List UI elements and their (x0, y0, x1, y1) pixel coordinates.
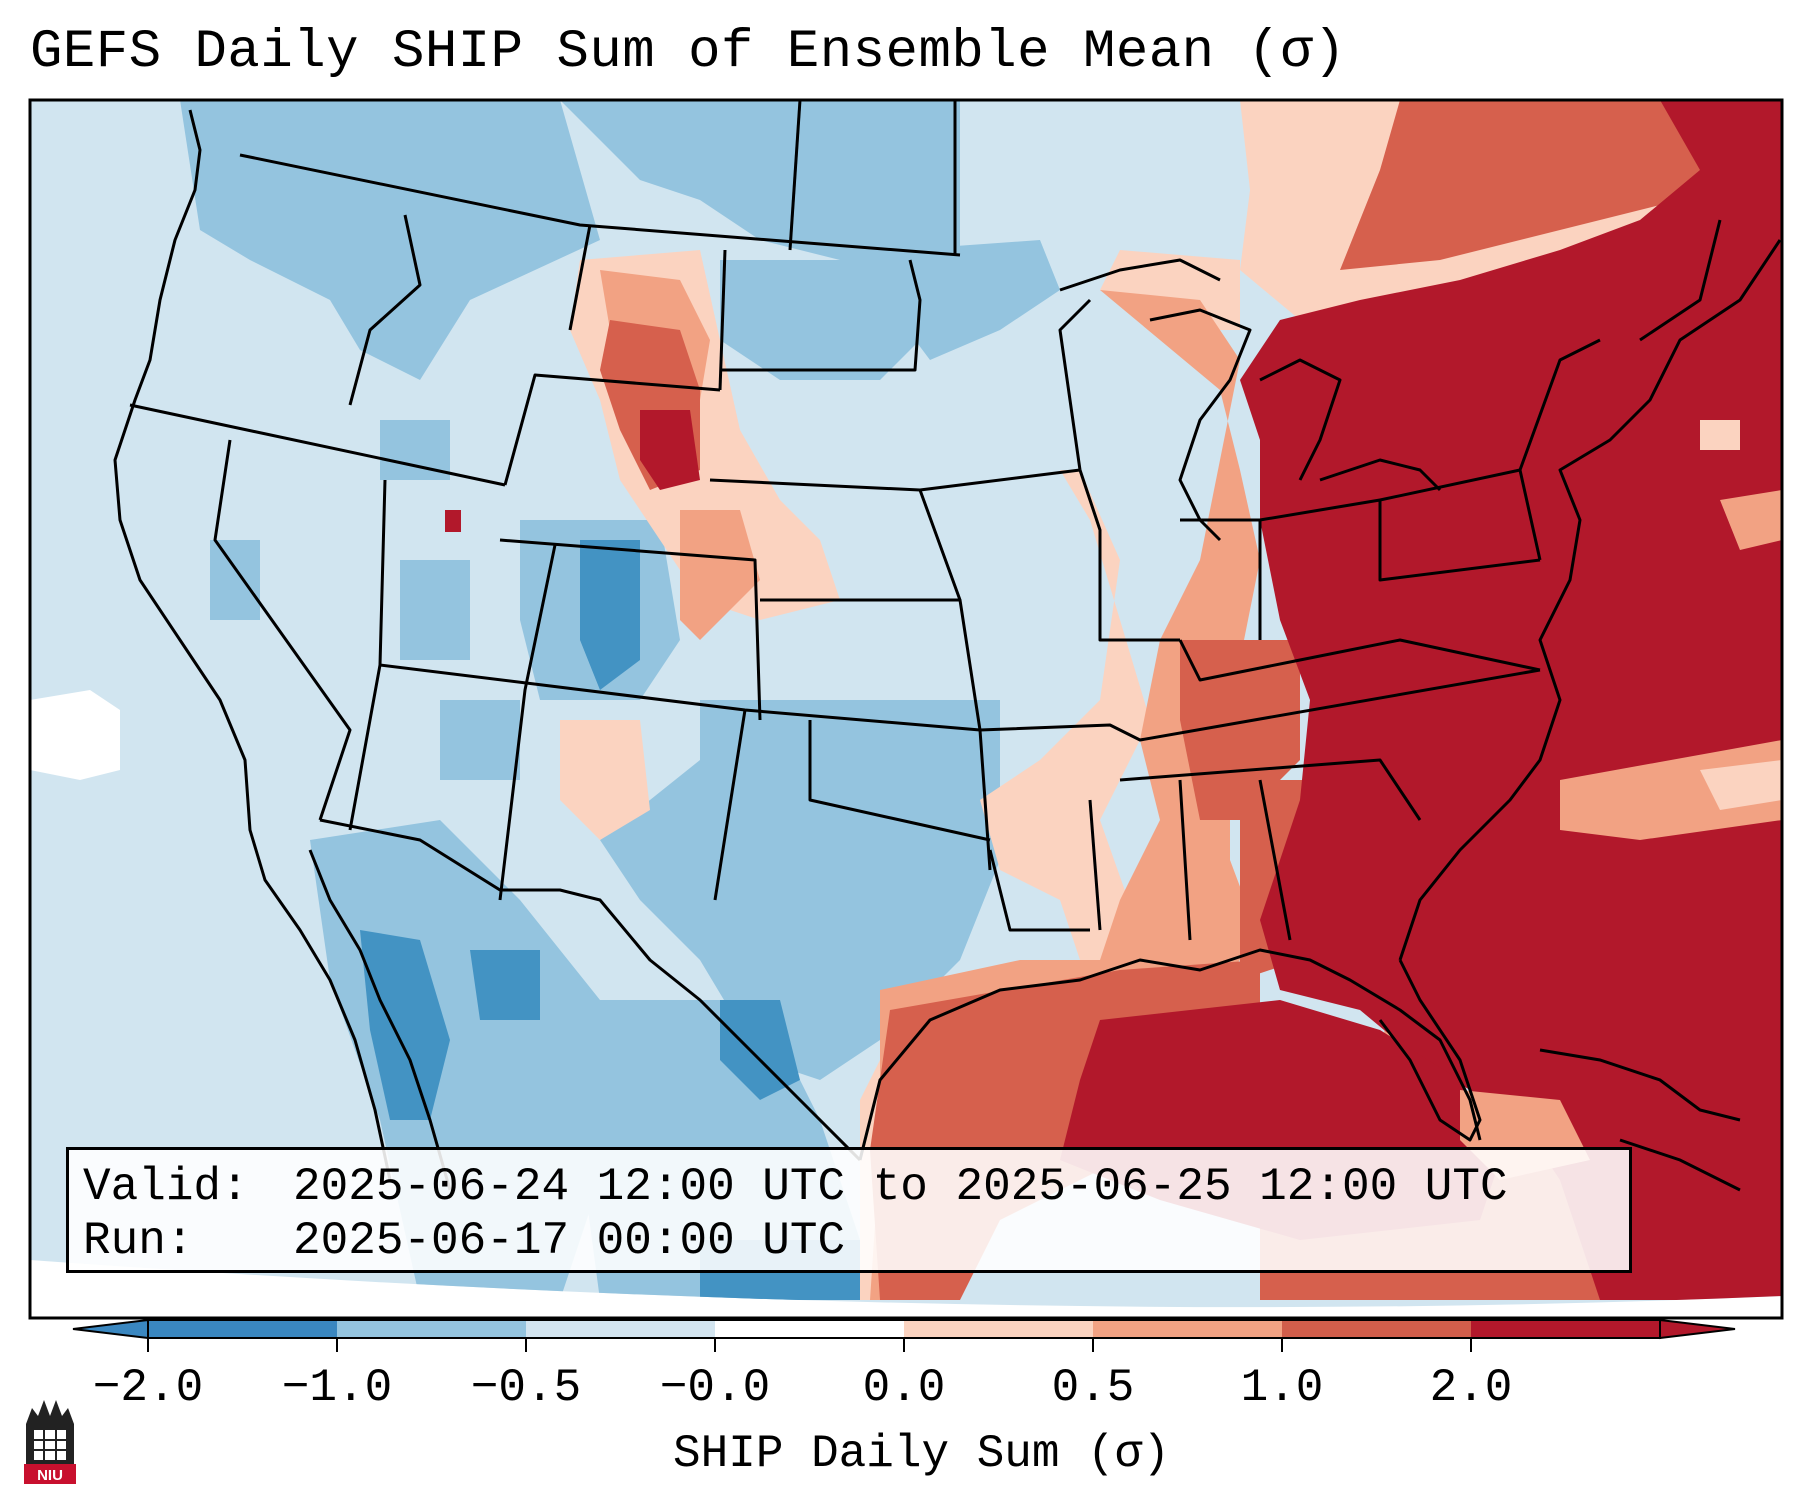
map-frame (28, 98, 1784, 1320)
colorbar-segment (1471, 1320, 1661, 1338)
colorbar (72, 1318, 1736, 1352)
offshore-light-spots (1700, 420, 1782, 810)
colorbar-segment (1093, 1320, 1283, 1338)
colorbar-tick-label: 0.0 (862, 1362, 946, 1414)
caribbean-outline (1539, 1048, 1741, 1192)
colorbar-tick-label: −1.0 (281, 1362, 393, 1414)
colorbar-tick-label: 2.0 (1429, 1362, 1513, 1414)
valid-line: Valid: 2025-06-24 12:00 UTC to 2025-06-25… (83, 1160, 1615, 1214)
map-panel (28, 98, 1784, 1320)
colorbar-tick-label: 0.5 (1051, 1362, 1135, 1414)
colorbar-segment (715, 1320, 905, 1338)
valid-key: Valid: (83, 1161, 249, 1213)
geographic-boundaries (113, 100, 1782, 1191)
logo-text: NIU (37, 1467, 63, 1484)
colorbar-segment (148, 1320, 338, 1338)
niu-logo: NIU (24, 1400, 76, 1484)
validity-info-box: Valid: 2025-06-24 12:00 UTC to 2025-06-25… (66, 1147, 1632, 1273)
run-key: Run: (83, 1215, 194, 1267)
colorbar-segment (337, 1320, 527, 1338)
colorbar-tick-label: 1.0 (1240, 1362, 1324, 1414)
colorbar-tick-label: −2.0 (92, 1362, 204, 1414)
colorbar-segment (1282, 1320, 1472, 1338)
colorbar-segment (904, 1320, 1094, 1338)
run-line: Run: 2025-06-17 00:00 UTC (83, 1214, 1615, 1268)
colorbar-segment (526, 1320, 716, 1338)
colorbar-under-arrow (72, 1318, 149, 1340)
colorbar-tick-label: −0.0 (659, 1362, 771, 1414)
valid-value: 2025-06-24 12:00 UTC to 2025-06-25 12:00… (293, 1161, 1508, 1213)
run-value: 2025-06-17 00:00 UTC (293, 1215, 846, 1267)
colorbar-label: SHIP Daily Sum (σ) (673, 1428, 1170, 1480)
colorbar-over-arrow (1659, 1318, 1736, 1340)
colorbar-tick-label: −0.5 (470, 1362, 582, 1414)
map-title: GEFS Daily SHIP Sum of Ensemble Mean (σ) (30, 22, 1347, 83)
